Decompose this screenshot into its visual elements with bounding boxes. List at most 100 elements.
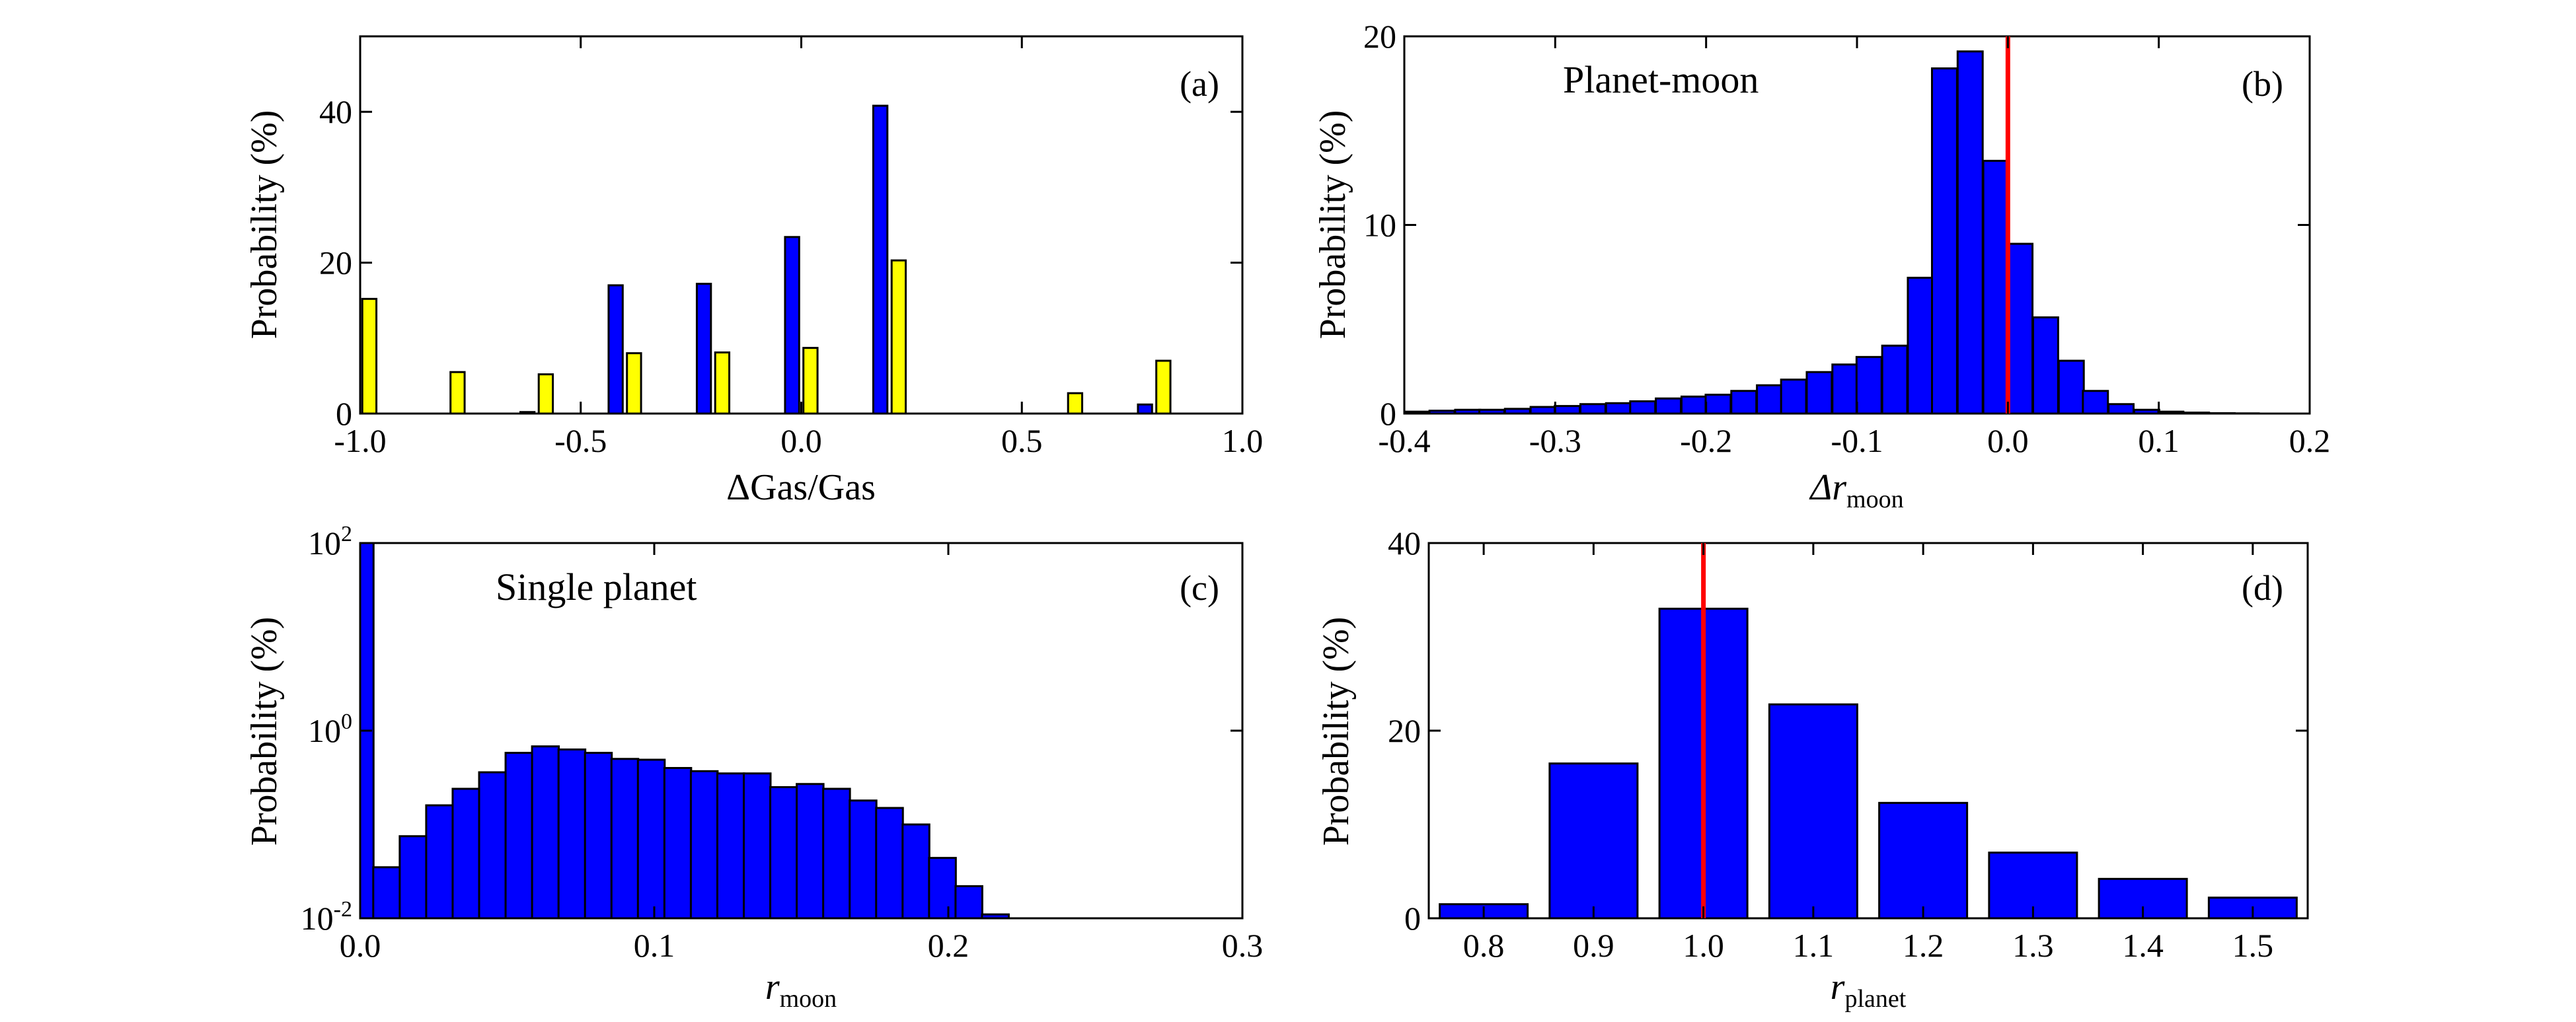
x-tick-label: 0.3 <box>1222 927 1264 964</box>
bar <box>2157 410 2185 415</box>
panel-b-ticks: -0.4 -0.3 -0.2 -0.1 0.0 0.1 0.2 0 10 20 <box>1363 18 2330 459</box>
x-tick-label: 0.5 <box>1001 422 1043 459</box>
bar <box>901 823 930 920</box>
x-tick-label: 1.2 <box>1903 927 1944 964</box>
x-tick-label: 0.1 <box>2138 422 2179 459</box>
x-tick-label: -0.2 <box>1680 422 1732 459</box>
bar <box>1680 395 1708 415</box>
bar <box>875 807 904 920</box>
bar <box>2133 408 2160 415</box>
x-tick-label: -0.1 <box>1831 422 1883 459</box>
y-tick-label: 40 <box>1388 525 1421 562</box>
bar <box>361 297 378 415</box>
x-tick-label: 1.0 <box>1222 422 1264 459</box>
panel-b-letter: (b) <box>2242 64 2283 104</box>
bar <box>849 799 878 920</box>
bar <box>451 787 480 920</box>
panel-a-ticks: -1.0 -0.5 0.0 0.5 1.0 0 20 40 <box>319 36 1263 459</box>
panel-b-ylabel: Probability (%) <box>1312 110 1353 340</box>
panel-d-xlabel: rplanet <box>1831 967 1907 1013</box>
y-tick-label: 20 <box>1363 18 1396 55</box>
bar <box>1704 393 1732 415</box>
bar <box>2082 390 2109 415</box>
panel-c-ylabel: Probability (%) <box>244 617 285 846</box>
bar <box>1956 50 1984 415</box>
bar <box>1137 403 1153 415</box>
bar <box>1454 408 1482 415</box>
bar <box>607 284 624 415</box>
bar <box>695 283 712 415</box>
bar <box>2057 359 2085 415</box>
bar <box>636 758 666 920</box>
bar <box>1805 371 1833 415</box>
y-tick-label: 0 <box>1380 395 1396 432</box>
bar <box>626 352 642 415</box>
y-tick-label: 0 <box>1404 900 1421 937</box>
y-tick-label: 0 <box>336 395 352 432</box>
bar <box>1478 408 1505 415</box>
panel-c-annotation: Single planet <box>496 566 697 608</box>
bar <box>872 104 889 415</box>
bar <box>449 371 466 415</box>
panel-d-ticks: 0.8 0.9 1.0 1.1 1.2 1.3 1.4 1.5 0 20 40 <box>1388 525 2308 964</box>
bar <box>769 785 798 920</box>
bar <box>2209 412 2236 415</box>
bar <box>425 804 454 920</box>
bar <box>1067 392 1084 415</box>
x-tick-label: 0.8 <box>1463 927 1505 964</box>
y-tick-label: 10-2 <box>301 897 352 937</box>
bar <box>1831 363 1859 415</box>
bar <box>372 866 401 920</box>
bar <box>954 885 983 920</box>
x-tick-label: 0.2 <box>2289 422 2331 459</box>
bar <box>1730 390 1758 415</box>
bar <box>796 783 825 920</box>
x-tick-label: -0.3 <box>1529 422 1581 459</box>
panel-c-xlabel: rmoon <box>765 967 837 1013</box>
x-tick-label: 0.0 <box>780 422 822 459</box>
panel-a-frame <box>359 35 1244 415</box>
panel-c-histogram: 0.0 0.1 0.2 0.3 10-2 100 102 (c) Single planet… <box>244 522 1263 1013</box>
x-tick-label: -0.4 <box>1378 422 1430 459</box>
bar <box>519 411 536 415</box>
panel-b-bars <box>1403 50 2260 415</box>
bar <box>714 351 731 415</box>
bar <box>1554 405 1581 415</box>
bar <box>1629 400 1657 415</box>
bar <box>890 259 907 415</box>
bar <box>1907 276 1934 415</box>
y-tick-label: 40 <box>319 93 352 130</box>
panel-d-bars <box>1439 607 2298 920</box>
bar <box>531 745 560 920</box>
bar <box>1548 762 1639 920</box>
bar <box>2183 412 2211 415</box>
panel-a-letter: (a) <box>1180 64 1219 104</box>
panel-c-bars <box>359 542 1010 920</box>
bar <box>557 748 587 920</box>
bar <box>504 752 534 920</box>
bar <box>610 758 640 920</box>
bar <box>1930 67 1958 415</box>
panel-a-xlabel: ΔGas/Gas <box>726 467 876 508</box>
bar <box>1529 406 1557 415</box>
bar <box>716 772 745 920</box>
panel-d-histogram: 0.8 0.9 1.0 1.1 1.2 1.3 1.4 1.5 0 20 40 (d) rplane… <box>1316 525 2309 1013</box>
bar <box>981 913 1010 920</box>
bar <box>928 857 957 920</box>
bar <box>537 373 554 415</box>
bar <box>1756 384 1784 415</box>
y-tick-label: 100 <box>308 710 352 749</box>
panel-b-xlabel: Δrmoon <box>1809 467 1903 513</box>
x-tick-label: 1.3 <box>2012 927 2054 964</box>
panel-b-histogram: -0.4 -0.3 -0.2 -0.1 0.0 0.1 0.2 0 10 20 (b) Plane… <box>1312 18 2330 513</box>
bar <box>584 752 613 920</box>
x-tick-label: 1.4 <box>2122 927 2164 964</box>
bar <box>1881 344 1909 415</box>
x-tick-label: -1.0 <box>334 422 386 459</box>
bar <box>822 787 851 920</box>
y-tick-label: 20 <box>1388 712 1421 749</box>
x-tick-label: 1.0 <box>1683 927 1724 964</box>
bar <box>784 236 800 415</box>
y-tick-label: 20 <box>319 244 352 281</box>
